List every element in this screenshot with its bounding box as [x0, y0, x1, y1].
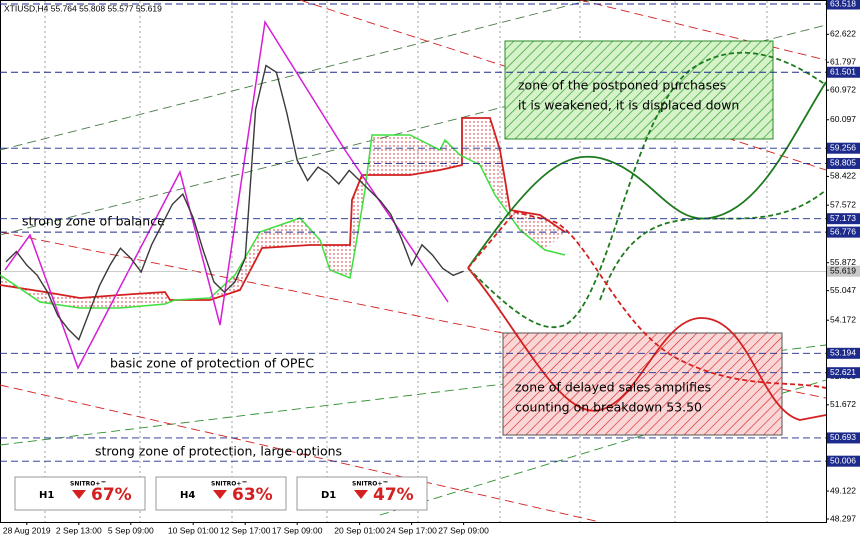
annotation: it is weakened, it is displaced down: [518, 98, 739, 113]
level-label: 53.194: [830, 348, 856, 358]
y-tick-label: 57.572: [830, 199, 856, 209]
level-box: [827, 142, 860, 154]
badge-percent: 67%: [91, 485, 132, 505]
y-tick-label: 55.047: [830, 285, 856, 295]
badge-arrow: [354, 490, 368, 499]
x-tick-label: 2 Sep 13:00: [56, 525, 102, 535]
level-label: 52.621: [830, 367, 856, 377]
level-label: 50.006: [830, 455, 856, 465]
level-label: 58.805: [830, 158, 856, 168]
y-tick-label: 58.422: [830, 171, 856, 181]
x-tick-label: 12 Sep 17:00: [220, 525, 271, 535]
sales-zone: [502, 332, 783, 436]
annotation: zone of delayed sales amplifies: [515, 380, 711, 395]
level-box: [827, 226, 860, 238]
level-box: [827, 367, 860, 379]
y-tick-label: 60.972: [830, 84, 856, 94]
level-label: 56.776: [830, 226, 856, 236]
y-tick-label: 51.672: [830, 399, 856, 409]
badge-timeframe: H4: [180, 490, 195, 501]
annotation: strong zone of balance: [22, 214, 165, 229]
badge-percent: 63%: [232, 485, 273, 505]
badge-brand: SNITRO+™: [70, 481, 106, 488]
y-tick-label: 55.872: [830, 257, 856, 267]
current-price-label: 55.619: [830, 266, 856, 276]
level-box: [827, 213, 860, 225]
y-tick-label: 62.622: [830, 29, 856, 39]
x-tick-label: 17 Sep 09:00: [272, 525, 323, 535]
badge-brand: SNITRO+™: [211, 481, 247, 488]
x-tick-label: 20 Sep 01:00: [334, 525, 385, 535]
level-label: 63.518: [830, 0, 856, 8]
badge-timeframe: H1: [39, 490, 54, 501]
badge-arrow: [72, 490, 86, 499]
level-label: 59.256: [830, 142, 856, 152]
level-label: 61.501: [830, 66, 856, 76]
zigzag: [4, 19, 449, 370]
price-line: [5, 64, 464, 341]
current-price-box: [827, 265, 860, 277]
annotation: basic zone of protection of OPEC: [110, 356, 314, 371]
x-tick-label: 24 Sep 17:00: [386, 525, 437, 535]
badge-arrow: [213, 490, 227, 499]
level-label: 57.173: [830, 213, 856, 223]
annotation: strong zone of protection, large options: [95, 444, 342, 459]
level-box: [827, 455, 860, 467]
annotation: counting on breakdown 53.50: [515, 400, 702, 415]
y-tick-label: 61.797: [830, 56, 856, 66]
x-tick-label: 27 Sep 09:00: [438, 525, 489, 535]
y-tick-label: 60.097: [830, 114, 856, 124]
level-box: [827, 0, 860, 10]
x-tick-label: 28 Aug 2019: [3, 525, 51, 535]
x-tick-label: 10 Sep 01:00: [168, 525, 219, 535]
level-box: [827, 66, 860, 78]
badge-timeframe: D1: [321, 490, 336, 501]
badge-brand: SNITRO+™: [352, 481, 388, 488]
level-box: [827, 347, 860, 359]
header: XTIUSD,H4 55.764 55.808 55.577 55.619: [4, 3, 162, 13]
annotation: zone of the postponed purchases: [518, 78, 726, 93]
x-tick-label: 5 Sep 09:00: [108, 525, 154, 535]
cloud: [0, 117, 566, 309]
level-box: [827, 157, 860, 169]
y-tick-label: 48.297: [830, 513, 856, 523]
y-tick-label: 54.172: [830, 314, 856, 324]
level-label: 50.693: [830, 432, 856, 442]
level-box: [827, 432, 860, 444]
badge-percent: 47%: [373, 485, 414, 505]
y-tick-label: 49.122: [830, 485, 856, 495]
purchase-zone: [504, 40, 774, 140]
